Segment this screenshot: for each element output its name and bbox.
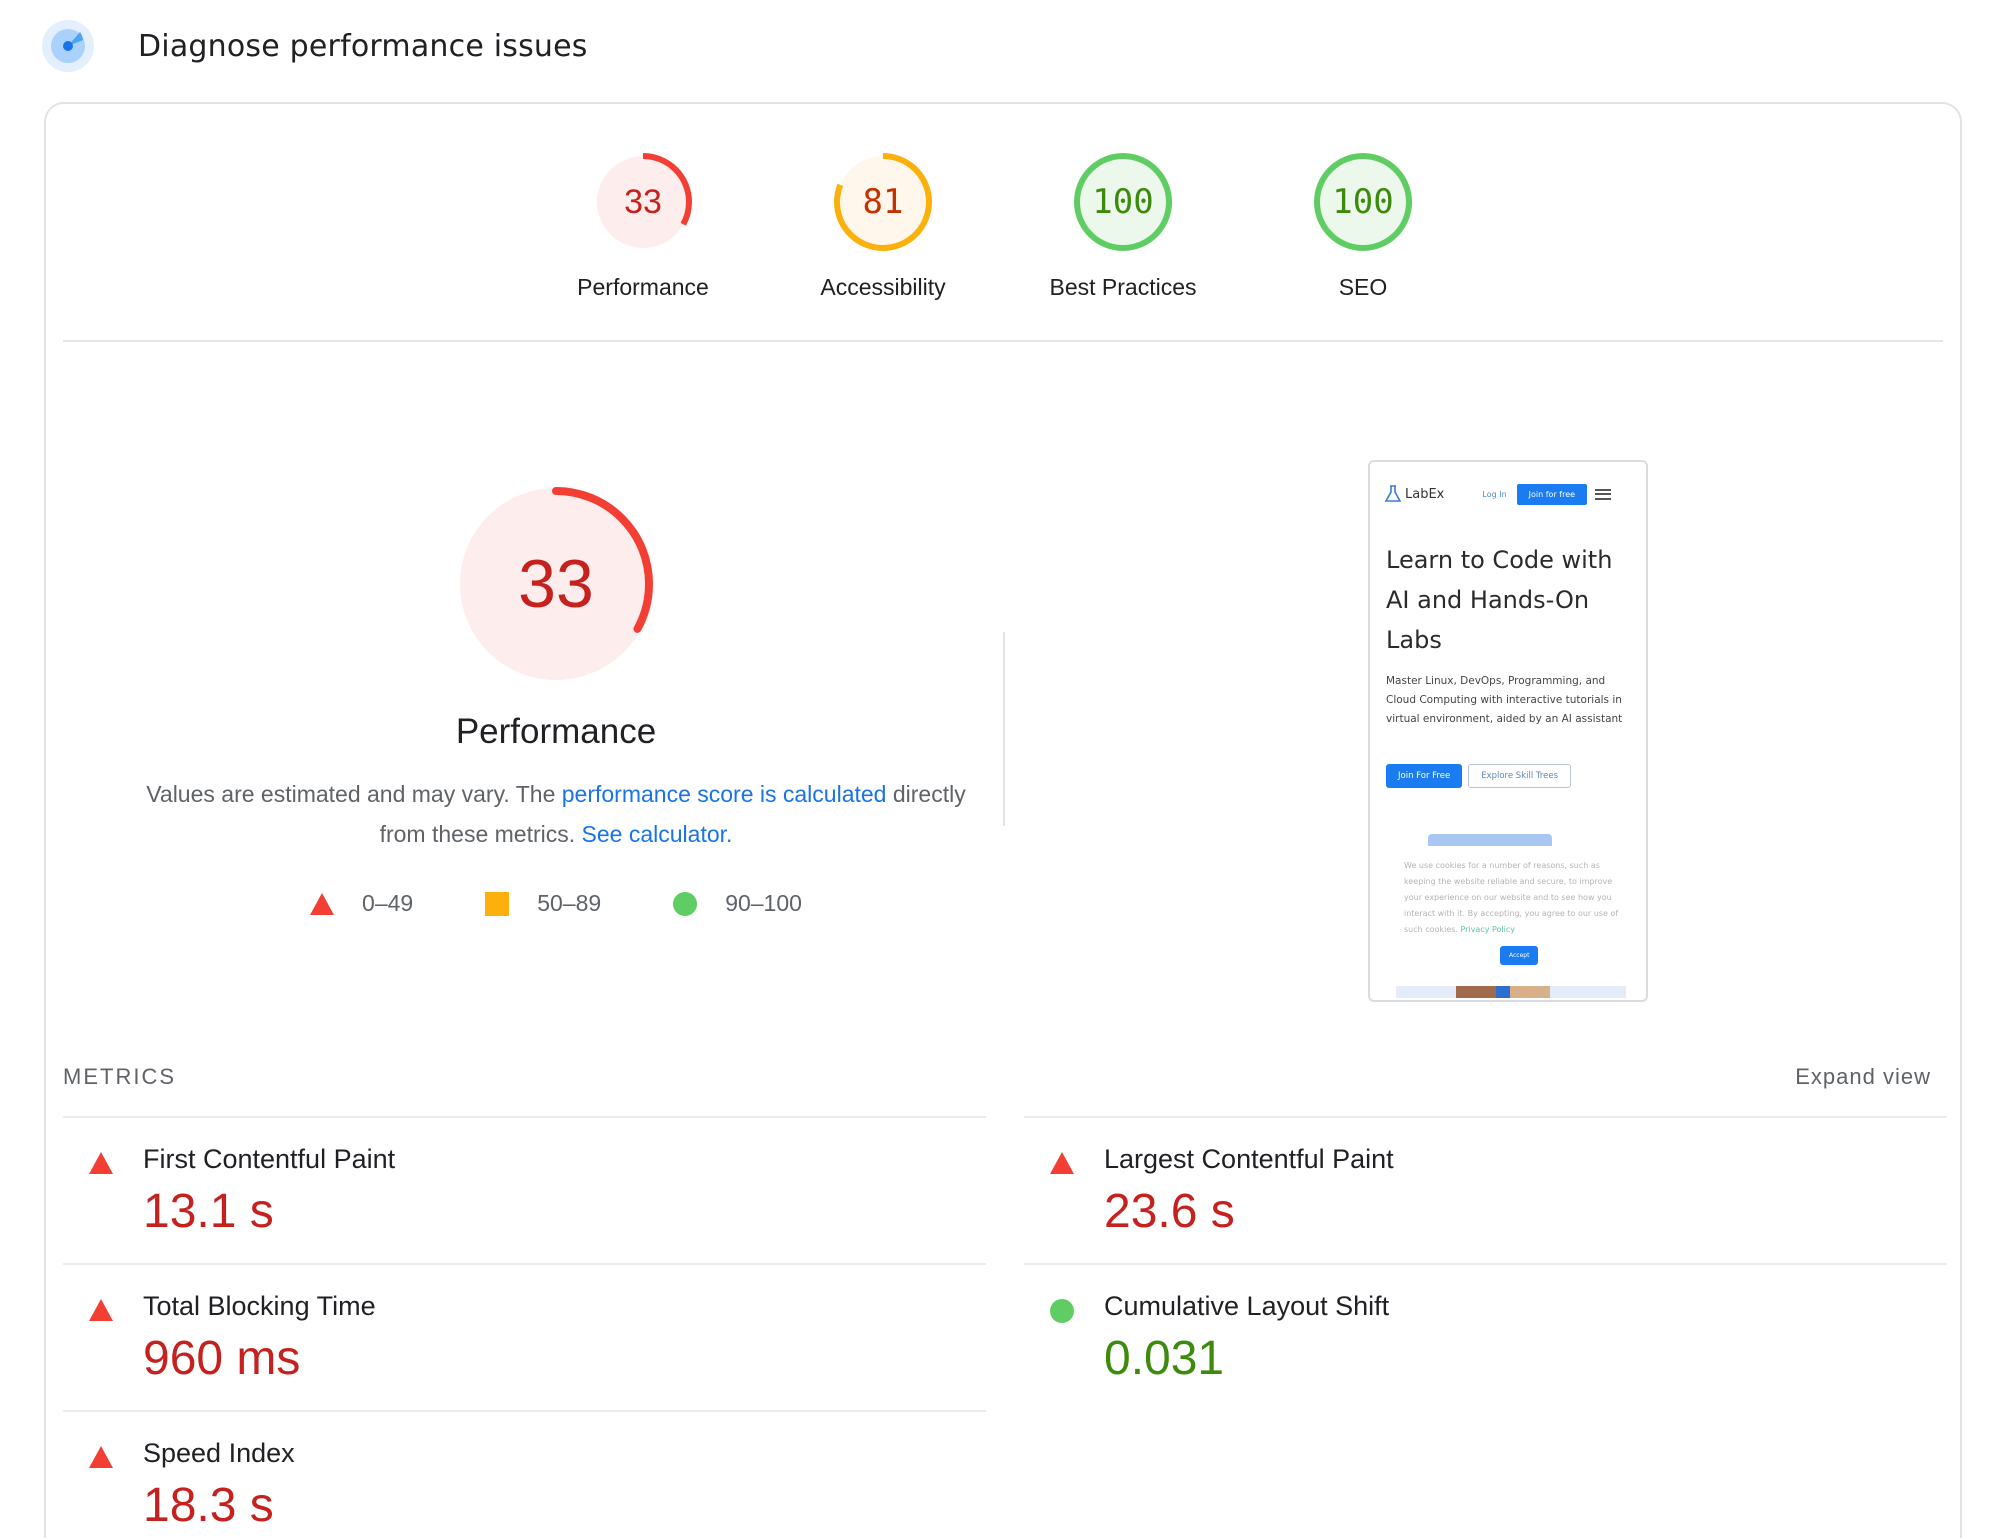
gauge-performance[interactable]: 33 Performance [523,152,763,301]
legend-pass: 90–100 [673,890,802,917]
performance-summary: 33 Performance Values are estimated and … [106,484,1006,917]
ss-illustration-bottom [1396,986,1626,998]
score-ring-icon [1074,153,1172,251]
metrics-label: METRICS [63,1064,176,1089]
page-title: Diagnose performance issues [138,28,588,64]
triangle-icon [89,1299,113,1321]
ss-cookie-banner: We use cookies for a number of reasons, … [1384,846,1636,986]
metric-name: First Contentful Paint [143,1144,396,1174]
ss-buttons: Join For Free Explore Skill Trees [1386,764,1572,788]
triangle-icon [1050,1152,1074,1174]
score-calculated-link[interactable]: performance score is calculated [561,781,887,807]
legend-average: 50–89 [485,890,601,917]
circle-icon [1050,1299,1074,1323]
ss-heading: Learn to Code with AI and Hands-On Labs [1386,546,1613,654]
gauge-score: 100 [1092,182,1154,222]
square-icon [485,891,510,916]
score-ring-icon [459,487,653,681]
metrics-header: METRICS Expand view [63,1064,1947,1090]
ss-join-button: Join for free [1516,483,1588,505]
ss-join-free-button: Join For Free [1386,764,1463,788]
gauge-score: 81 [862,182,904,222]
score-legend: 0–49 50–89 90–100 [274,890,838,917]
gauge-seo[interactable]: 100 SEO [1243,152,1483,301]
metric-lcp: Largest Contentful Paint 23.6 s [1024,1116,1947,1263]
logo-text: LabEx [1405,486,1445,502]
page-screenshot-thumbnail: LabEx Log In Join for free Learn to Code… [1368,460,1648,1002]
score-ring-icon [834,153,932,251]
expand-view-toggle[interactable]: Expand view [1795,1064,1931,1089]
gauge-label: Performance [577,274,709,300]
metrics-grid: First Contentful Paint 13.1 s Largest Co… [63,1116,1947,1538]
ss-illustration [1428,834,1552,846]
legend-label: 50–89 [537,890,602,916]
desc-text: Values are estimated and may vary. The [146,781,562,807]
gauge-score: 33 [624,182,662,221]
radar-gauge-icon [40,18,96,74]
triangle-icon [310,892,335,915]
cookie-text: We use cookies for a number of reasons, … [1404,861,1619,934]
privacy-policy-link: Privacy Policy [1460,925,1515,934]
labex-logo: LabEx [1384,485,1444,503]
see-calculator-link[interactable]: See calculator. [581,821,733,847]
legend-fail: 0–49 [310,890,413,917]
score-ring-icon [1314,153,1412,251]
flask-icon [1384,485,1402,502]
score-ring-icon [594,153,692,251]
legend-label: 0–49 [362,890,414,916]
desc-text: directly from these metrics. [379,781,966,847]
category-gauges: 33 Performance 81 Accessibility 100 [46,152,1960,301]
circle-icon [673,891,698,916]
vertical-divider [1003,632,1005,826]
legend-label: 90–100 [725,890,802,916]
gauge-score: 100 [1332,182,1394,222]
metric-value: 13.1 s [143,1185,274,1238]
metric-si: Speed Index 18.3 s [63,1410,986,1538]
ss-accept-button: Accept [1500,946,1539,965]
gauge-label: Best Practices [1049,274,1197,300]
ss-explore-button: Explore Skill Trees [1468,764,1572,788]
metric-name: Largest Contentful Paint [1104,1144,1394,1174]
metric-tbt: Total Blocking Time 960 ms [63,1263,986,1410]
ss-cookie-text: We use cookies for a number of reasons, … [1404,858,1629,938]
gauge-accessibility[interactable]: 81 Accessibility [763,152,1003,301]
performance-big-gauge: 33 [456,484,656,684]
metric-value: 18.3 s [143,1479,274,1532]
ss-navbar: LabEx Log In Join for free [1384,482,1634,506]
performance-title: Performance [455,712,657,751]
divider [63,340,1943,342]
report-card: 33 Performance 81 Accessibility 100 [44,102,1962,1538]
hamburger-menu-icon [1595,488,1612,500]
metric-cls: Cumulative Layout Shift 0.031 [1024,1263,1947,1410]
ss-login: Log In [1482,489,1507,499]
metric-fcp: First Contentful Paint 13.1 s [63,1116,986,1263]
performance-description: Values are estimated and may vary. The p… [146,774,966,854]
gauge-label: Accessibility [820,274,946,300]
gauge-best-practices[interactable]: 100 Best Practices [1003,152,1243,301]
metric-value: 0.031 [1104,1332,1225,1385]
ss-subtext: Master Linux, DevOps, Programming, and C… [1386,675,1623,725]
gauge-label: SEO [1338,274,1388,300]
metric-value: 23.6 s [1104,1185,1235,1238]
triangle-icon [89,1152,113,1174]
page-header: Diagnose performance issues [40,18,588,74]
metric-name: Total Blocking Time [143,1291,376,1321]
metric-name: Speed Index [143,1438,295,1468]
metric-value: 960 ms [143,1332,301,1385]
performance-score: 33 [518,546,594,622]
triangle-icon [89,1446,113,1468]
metric-name: Cumulative Layout Shift [1104,1291,1390,1321]
